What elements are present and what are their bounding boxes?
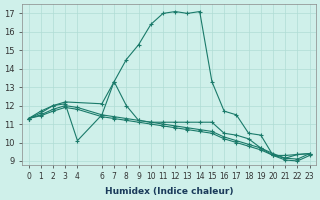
X-axis label: Humidex (Indice chaleur): Humidex (Indice chaleur): [105, 187, 233, 196]
